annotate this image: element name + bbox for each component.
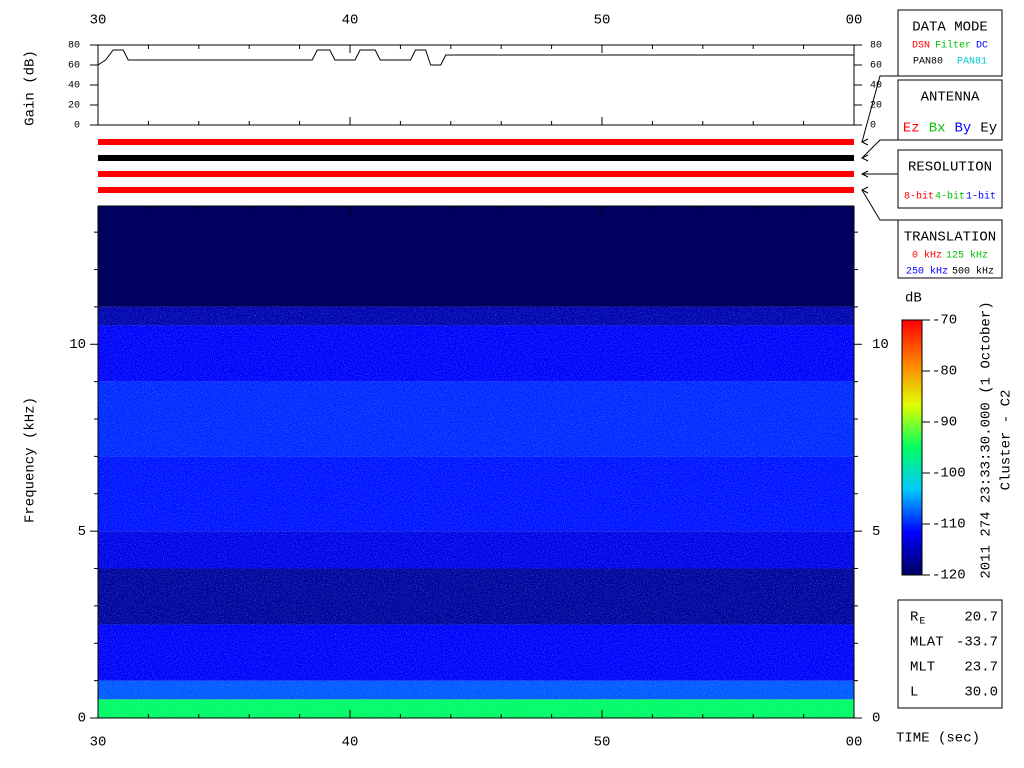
legend-item: DSN: [912, 41, 930, 52]
gain-line: [97, 49, 854, 66]
legend-item: 4-bit: [935, 191, 965, 203]
legend-item: PAN81: [957, 57, 987, 68]
legend-item: Bx: [929, 121, 946, 137]
x-tick-label: 30: [90, 13, 107, 29]
translation-bar: [98, 187, 854, 193]
y-tick-label: 5: [872, 524, 880, 540]
ephemeris-value: 23.7: [964, 660, 998, 676]
translation-box: [897, 219, 1003, 279]
colorbar-tick-label: -120: [932, 568, 966, 584]
x-tick-label: 00: [846, 13, 863, 29]
colorbar-label: dB: [905, 291, 922, 307]
y-tick-label: 40: [68, 81, 80, 92]
ephemeris-label: R: [910, 610, 919, 626]
colorbar-tick-label: -90: [932, 415, 957, 431]
legend-item: Ey: [980, 121, 997, 137]
resolution-bar: [98, 171, 854, 177]
legend-item: DC: [976, 41, 988, 52]
legend-item: Ez: [903, 121, 920, 137]
y-tick-label: 0: [870, 121, 876, 132]
legend-item: 8-bit: [904, 191, 934, 203]
y-tick-label: 80: [68, 41, 80, 52]
antenna-box: [897, 79, 1003, 141]
colorbar-tick-label: -110: [932, 517, 966, 533]
legend-item: 0 kHz: [912, 250, 942, 262]
y-tick-label: 60: [68, 61, 80, 72]
panel-title: RESOLUTION: [908, 160, 992, 176]
ephemeris-value: 20.7: [964, 610, 998, 626]
x-tick-label: 50: [594, 735, 611, 751]
ephemeris-value: 30.0: [964, 685, 998, 701]
spacecraft: Cluster - C2: [999, 390, 1015, 491]
antenna-bar: [98, 155, 854, 161]
ephemeris-box: [897, 599, 1003, 709]
resolution-box: [897, 149, 1003, 209]
y-tick-label: 20: [870, 101, 882, 112]
y-tick-label: 0: [872, 711, 880, 727]
legend-item: 500 kHz: [952, 266, 994, 278]
y-tick-label: 0: [78, 711, 86, 727]
colorbar: [901, 319, 923, 576]
y-tick-label: 10: [872, 337, 889, 353]
y-tick-label: 0: [74, 121, 80, 132]
spectrogram-band: [98, 206, 854, 307]
spectrogram-texture: [98, 306, 854, 718]
y-axis-label: Frequency (kHz): [23, 397, 39, 523]
legend-item: 250 kHz: [906, 266, 948, 278]
timestamp: 2011 274 23:33:30.000 (1 October): [979, 301, 995, 578]
legend-item: PAN80: [913, 57, 943, 68]
ephemeris-label: MLT: [910, 660, 935, 676]
panel-title: DATA MODE: [912, 20, 988, 36]
y-tick-label: 20: [68, 101, 80, 112]
y-tick-label: 80: [870, 41, 882, 52]
x-tick-label: 40: [342, 735, 359, 751]
colorbar-tick-label: -80: [932, 364, 957, 380]
legend-item: Filter: [935, 40, 971, 52]
y-axis-label: Gain (dB): [23, 50, 39, 126]
x-tick-label: 50: [594, 13, 611, 29]
legend-item: 1-bit: [966, 191, 996, 203]
colorbar-tick-label: -70: [932, 313, 957, 329]
ephemeris-label: L: [910, 685, 918, 701]
ephemeris-label: MLAT: [910, 635, 944, 651]
x-tick-label: 00: [846, 735, 863, 751]
y-tick-label: 60: [870, 61, 882, 72]
plot-frame: [97, 205, 855, 719]
panel-title: TRANSLATION: [904, 230, 996, 246]
plot-frame: [97, 44, 855, 126]
y-tick-label: 40: [870, 81, 882, 92]
ephemeris-value: -33.7: [956, 635, 998, 651]
connectors: [860, 75, 898, 221]
mode-bar: [98, 139, 854, 145]
y-tick-label: 10: [69, 337, 86, 353]
x-axis-label: TIME (sec): [896, 731, 980, 747]
x-tick-label: 30: [90, 735, 107, 751]
colorbar-tick-label: -100: [932, 466, 966, 482]
x-tick-label: 40: [342, 13, 359, 29]
legend-item: 125 kHz: [946, 250, 988, 262]
data-mode-box: [897, 9, 1003, 77]
panel-title: ANTENNA: [921, 90, 980, 106]
y-tick-label: 5: [78, 524, 86, 540]
legend-item: By: [955, 121, 972, 137]
ephemeris-sub: E: [919, 617, 925, 628]
